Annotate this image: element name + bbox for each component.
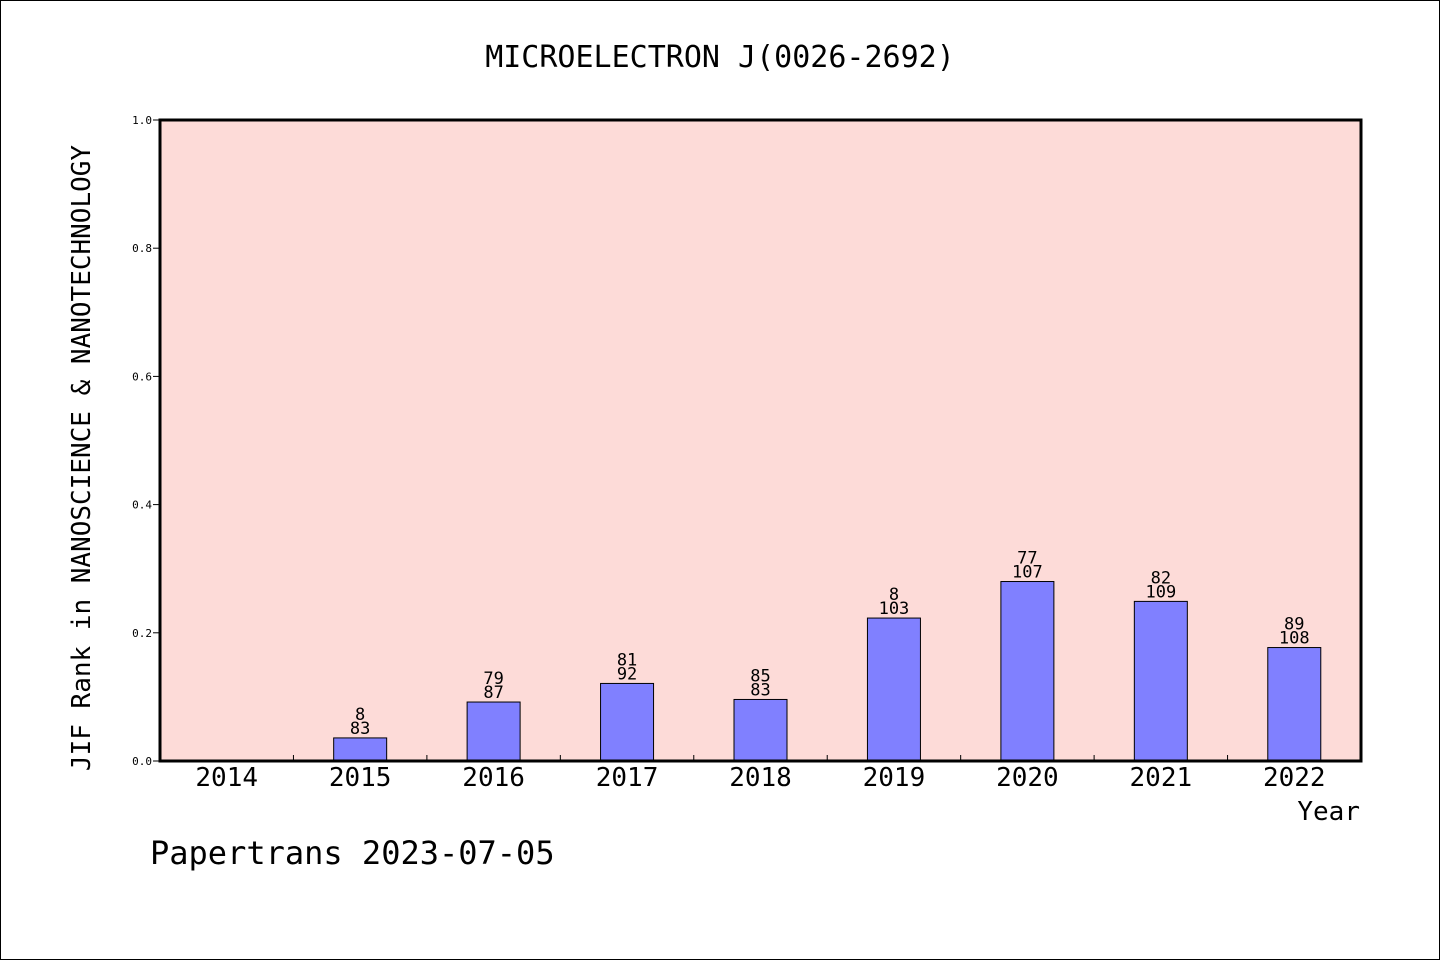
x-tick-label: 2019 — [863, 763, 926, 793]
y-tick-label: 0.8 — [132, 242, 152, 255]
bar-label-rank: 77 — [1017, 549, 1037, 569]
bar-label-rank: 81 — [617, 650, 637, 670]
bar-label-rank: 89 — [1284, 615, 1304, 635]
x-axis: 2014 2015 2016 2017 2018 2019 2020 2021 2022 — [195, 755, 1326, 793]
bar-label-total: 83 — [350, 719, 370, 739]
y-tick-label: 1.0 — [132, 114, 152, 127]
bar-label-total: 108 — [1279, 629, 1310, 649]
bar-label-rank: 8 — [889, 585, 899, 605]
bar-series — [333, 581, 1322, 762]
bar-label-rank: 79 — [483, 669, 503, 689]
bar — [600, 682, 655, 762]
bar — [333, 737, 388, 762]
y-tick-label: 0.2 — [132, 627, 152, 640]
bar-label-rank: 82 — [1151, 568, 1171, 588]
y-tick-label: 0.4 — [132, 499, 152, 512]
bar-label-total: 107 — [1012, 563, 1043, 583]
chart-title: MICROELECTRON J(0026-2692) — [485, 40, 955, 75]
bar — [1133, 600, 1188, 762]
x-tick-label: 2016 — [462, 763, 525, 793]
y-tick-label: 0.0 — [132, 755, 152, 768]
x-tick-label: 2018 — [729, 763, 792, 793]
bar-label-total: 87 — [483, 683, 503, 703]
footer-credit: Papertrans 2023-07-05 — [150, 834, 555, 872]
bar-label-rank: 8 — [355, 705, 365, 725]
bar-label-total: 103 — [879, 599, 910, 619]
x-tick-label: 2021 — [1130, 763, 1193, 793]
x-tick-label: 2022 — [1263, 763, 1326, 793]
bar — [1000, 581, 1055, 762]
bar-label-rank: 85 — [750, 666, 770, 686]
bar-label-total: 83 — [750, 680, 770, 700]
x-axis-label: Year — [1297, 797, 1360, 827]
bar — [466, 701, 521, 762]
bar — [733, 698, 788, 762]
bar — [866, 617, 921, 762]
bar-label-total: 109 — [1145, 582, 1176, 602]
y-axis: 0.0 0.2 0.4 0.6 0.8 1.0 — [132, 114, 160, 768]
y-tick-label: 0.6 — [132, 370, 152, 383]
bar-label-total: 92 — [617, 664, 637, 684]
x-tick-label: 2014 — [195, 763, 258, 793]
x-tick-label: 2020 — [996, 763, 1059, 793]
plot-border — [158, 118, 1363, 763]
bar — [1267, 647, 1322, 762]
x-tick-label: 2015 — [329, 763, 392, 793]
x-tick-label: 2017 — [596, 763, 659, 793]
y-axis-label: JIF Rank in NANOSCIENCE & NANOTECHNOLOGY — [67, 145, 97, 771]
